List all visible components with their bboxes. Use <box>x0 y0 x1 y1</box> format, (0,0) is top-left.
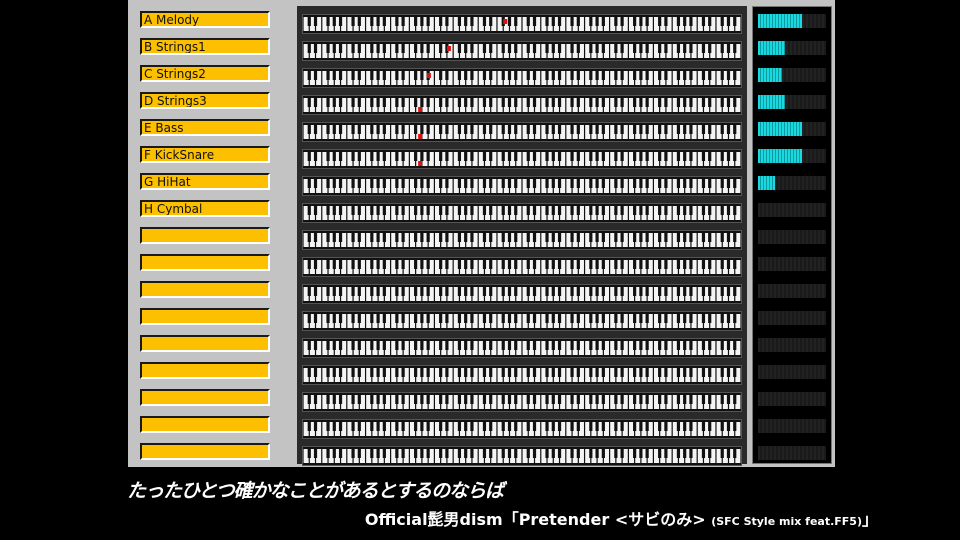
track-label[interactable]: E Bass <box>140 119 270 136</box>
piano-keyboard <box>302 392 742 412</box>
level-meter-fill <box>758 149 803 163</box>
active-note-marker <box>503 19 508 24</box>
level-meter <box>758 149 826 163</box>
level-meter-fill <box>758 122 803 136</box>
level-meter-fill <box>758 41 786 55</box>
active-note-marker <box>418 161 423 166</box>
piano-keyboard <box>302 365 742 385</box>
level-meter-fill <box>758 95 786 109</box>
keyboard-area <box>297 6 747 466</box>
track-label[interactable]: C Strings2 <box>140 65 270 82</box>
track-label[interactable]: A Melody <box>140 11 270 28</box>
level-meter <box>758 68 826 82</box>
level-meter <box>758 311 826 325</box>
piano-keyboard <box>302 419 742 439</box>
track-label[interactable] <box>140 362 270 379</box>
level-meter <box>758 203 826 217</box>
piano-keyboard <box>302 338 742 358</box>
active-note-marker <box>418 134 423 139</box>
level-meter-fill <box>758 176 775 190</box>
level-meter <box>758 122 826 136</box>
piano-keyboard <box>302 176 742 196</box>
level-meter <box>758 41 826 55</box>
level-meter-fill <box>758 14 803 28</box>
track-label[interactable] <box>140 227 270 244</box>
track-label[interactable] <box>140 443 270 460</box>
track-label[interactable] <box>140 281 270 298</box>
track-label[interactable]: D Strings3 <box>140 92 270 109</box>
lyric-caption: たったひとつ確かなことがあるとするのならば <box>127 480 504 502</box>
track-label[interactable] <box>140 389 270 406</box>
track-label[interactable] <box>140 254 270 271</box>
track-label[interactable]: H Cymbal <box>140 200 270 217</box>
active-note-marker <box>426 73 431 78</box>
level-meter <box>758 419 826 433</box>
track-label[interactable]: F KickSnare <box>140 146 270 163</box>
track-label[interactable] <box>140 416 270 433</box>
piano-keyboard <box>302 122 742 142</box>
piano-keyboard <box>302 41 742 61</box>
piano-keyboard <box>302 284 742 304</box>
level-meter <box>758 14 826 28</box>
active-note-marker <box>446 46 451 51</box>
track-label[interactable]: B Strings1 <box>140 38 270 55</box>
level-meter <box>758 176 826 190</box>
piano-keyboard <box>302 257 742 277</box>
piano-keyboard <box>302 311 742 331</box>
level-meter-fill <box>758 68 782 82</box>
level-meter <box>758 284 826 298</box>
song-title: Official髭男dism「Pretender <サビのみ> (SFC Sty… <box>365 506 878 530</box>
level-meter <box>758 365 826 379</box>
level-meter <box>758 230 826 244</box>
level-meter-area <box>752 6 832 464</box>
track-label[interactable] <box>140 308 270 325</box>
level-meter <box>758 257 826 271</box>
song-title-main: Official髭男dism「Pretender <サビのみ> <box>364 510 706 529</box>
level-meter <box>758 392 826 406</box>
piano-keyboard <box>302 446 742 466</box>
song-title-end: 」 <box>861 510 878 529</box>
track-label[interactable]: G HiHat <box>140 173 270 190</box>
piano-keyboard <box>302 230 742 250</box>
level-meter <box>758 338 826 352</box>
sequencer-panel: A Melody B Strings1 C Strings2 D Strings3 E … <box>128 0 835 467</box>
active-note-marker <box>418 107 423 112</box>
song-title-sub: (SFC Style mix feat.FF5) <box>711 515 862 528</box>
level-meter <box>758 95 826 109</box>
piano-keyboard <box>302 68 742 88</box>
track-label[interactable] <box>140 335 270 352</box>
piano-keyboard <box>302 14 742 34</box>
piano-keyboard <box>302 203 742 223</box>
piano-keyboard <box>302 95 742 115</box>
piano-keyboard <box>302 149 742 169</box>
level-meter <box>758 446 826 460</box>
